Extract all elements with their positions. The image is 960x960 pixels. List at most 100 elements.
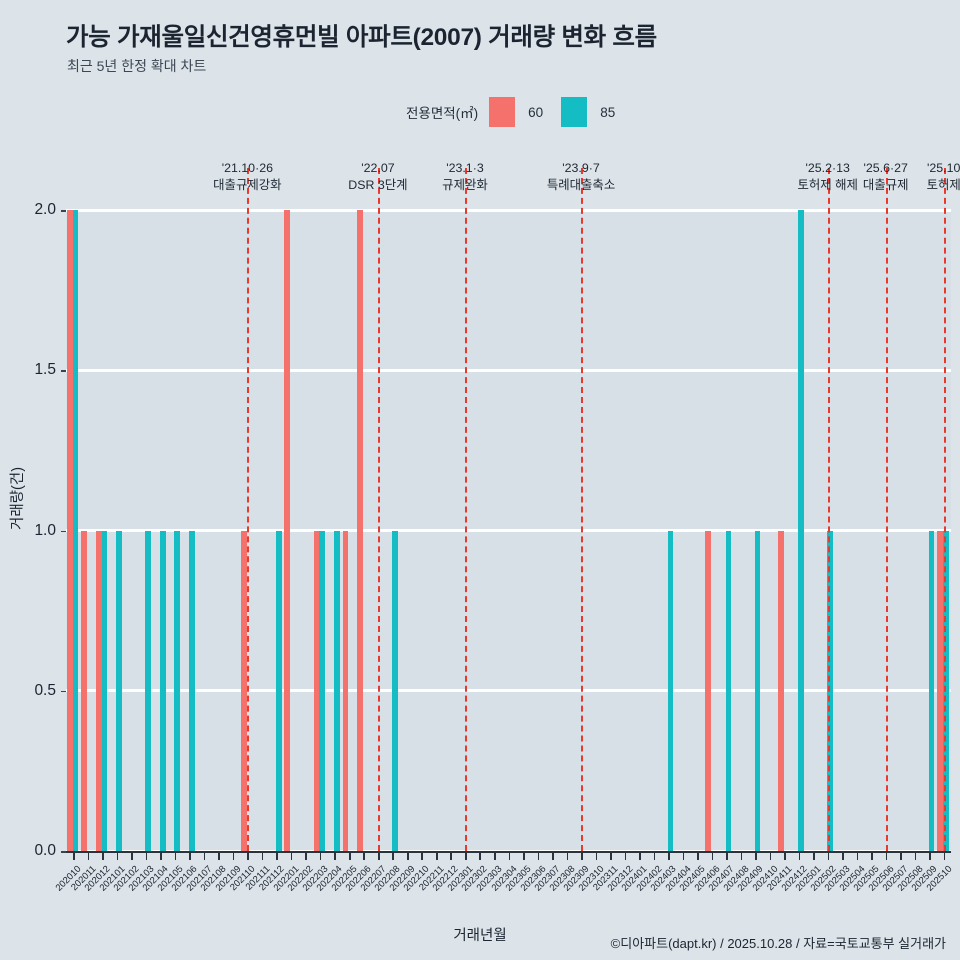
bar (705, 530, 712, 851)
x-tick-mark (73, 852, 75, 860)
legend-title: 전용면적(㎡) (406, 106, 479, 121)
x-tick-mark (537, 852, 540, 860)
x-tick-mark (653, 852, 656, 860)
legend-swatch-85 (561, 97, 588, 127)
bar (391, 530, 398, 851)
y-tick-mark (61, 370, 66, 372)
y-tick-mark (61, 210, 66, 212)
x-tick-mark (856, 852, 859, 860)
bar (798, 210, 804, 851)
x-tick-mark (581, 852, 583, 860)
event-line (827, 168, 830, 851)
x-tick-mark (363, 852, 365, 860)
event-line (581, 168, 584, 851)
bar (188, 530, 195, 851)
bar (116, 530, 122, 851)
event-line (377, 168, 380, 851)
event-date: '25.6·27 (863, 161, 908, 175)
bar (725, 530, 732, 851)
event-text: 토허제 해제 (797, 178, 858, 192)
y-tick-label: 1.0 (34, 521, 56, 539)
y-tick-mark (61, 851, 66, 853)
legend-label-60: 60 (528, 104, 544, 120)
x-tick-mark (885, 852, 888, 860)
event-line (247, 168, 250, 851)
event-date: '23.9·7 (562, 161, 600, 175)
y-tick-mark (61, 690, 66, 693)
x-tick-mark (900, 852, 902, 860)
x-tick-mark (276, 852, 278, 860)
y-tick-label: 0.0 (34, 842, 56, 859)
x-tick-mark (87, 852, 90, 860)
y-tick-label: 0.5 (34, 681, 56, 699)
bar (240, 530, 247, 851)
x-tick-mark (784, 852, 786, 860)
x-tick-mark (392, 852, 395, 860)
event-line (885, 168, 888, 851)
bar (95, 530, 102, 851)
x-tick-mark (334, 852, 336, 860)
x-tick-mark (247, 852, 249, 860)
x-tick-mark (595, 852, 598, 860)
x-tick-mark (610, 852, 612, 860)
bar (333, 530, 340, 851)
x-tick-mark (566, 852, 569, 860)
bar (754, 530, 761, 851)
event-date: '21.10·26 (221, 161, 273, 175)
x-tick-mark (523, 852, 525, 860)
x-tick-mark (145, 852, 148, 860)
event-text: 대출규제강화 (213, 178, 282, 192)
bar (313, 530, 320, 851)
event-label: '25.10 토허제 (927, 160, 960, 194)
x-tick-mark (464, 852, 467, 860)
event-label: '25.6·27 대출규제 (863, 160, 909, 194)
bar (275, 530, 282, 851)
y-axis-title: 거래량(건) (10, 466, 26, 530)
gridline (66, 208, 951, 212)
bar (145, 530, 151, 851)
x-tick-mark (305, 852, 307, 860)
x-tick-mark (929, 852, 931, 860)
x-tick-mark (769, 852, 772, 860)
x-tick-mark (102, 852, 104, 860)
x-tick-mark (160, 852, 162, 860)
x-tick-mark (711, 852, 714, 860)
gridline (66, 529, 951, 532)
x-tick-mark (726, 852, 728, 860)
bar (66, 210, 73, 851)
page-subtitle: 최근 5년 한정 확대 차트 (67, 58, 207, 74)
x-tick-mark (203, 852, 206, 860)
event-text: 규제완화 (442, 178, 488, 192)
x-tick-mark (189, 852, 191, 860)
x-tick-mark (435, 852, 438, 860)
x-tick-mark (682, 852, 685, 860)
x-tick-mark (261, 852, 264, 860)
event-text: DSR 3단계 (348, 178, 408, 192)
bar (943, 530, 949, 851)
x-tick-mark (813, 852, 815, 860)
bar (101, 530, 108, 851)
event-line (943, 168, 946, 851)
event-label: '23.1·3 규제완화 (442, 160, 488, 194)
event-date: '25.10 (927, 161, 960, 175)
x-tick-mark (943, 852, 946, 860)
x-tick-mark (493, 852, 496, 860)
event-label: '25.2·13 토허제 해제 (797, 160, 857, 194)
bar (827, 530, 833, 851)
x-tick-mark (479, 852, 482, 860)
gridline (66, 368, 951, 372)
legend-label-85: 85 (600, 104, 616, 120)
legend: 전용면적(㎡) 60 85 (406, 97, 633, 127)
event-label: '21.10·26 대출규제강화 (213, 160, 281, 194)
x-tick-mark (377, 852, 380, 860)
y-tick-label: 2.0 (34, 201, 56, 218)
event-label: '23.9·7 특례대출축소 (547, 160, 615, 194)
event-label: '22.07 DSR 3단계 (348, 160, 407, 194)
x-tick-mark (319, 852, 322, 860)
event-date: '23.1·3 (446, 161, 484, 175)
bar (284, 210, 291, 851)
plot-area (66, 208, 951, 853)
bar (72, 210, 79, 851)
event-line (464, 168, 467, 851)
